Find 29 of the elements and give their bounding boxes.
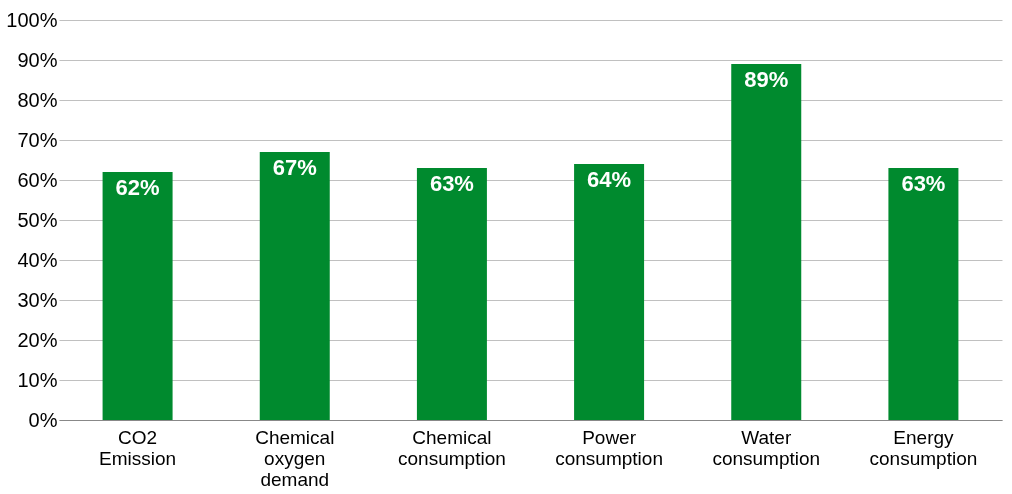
data-label: 63% <box>429 171 474 196</box>
x-tick-label: CO2 Emission <box>99 426 177 469</box>
x-tick-label: Chemical consumption <box>398 426 506 469</box>
y-tick-label: 30% <box>17 288 58 311</box>
y-tick-label: 80% <box>17 88 58 111</box>
y-tick-label: 0% <box>28 408 58 431</box>
data-label: 89% <box>744 67 789 92</box>
y-tick-label: 50% <box>17 208 58 231</box>
y-tick-label: 20% <box>17 328 58 351</box>
y-tick-label: 100% <box>6 8 58 31</box>
bar <box>416 168 487 420</box>
y-tick-label: 40% <box>17 248 58 271</box>
bar <box>888 168 959 420</box>
x-tick-label: Power consumption <box>555 426 663 469</box>
data-label: 64% <box>587 167 632 192</box>
data-label: 63% <box>901 171 946 196</box>
x-tick-label: Water consumption <box>712 426 821 469</box>
bar <box>574 164 645 420</box>
x-tick-label: Energy consumption <box>869 426 978 469</box>
x-tick-label: Chemical oxygen demand <box>255 426 335 490</box>
bar <box>102 172 173 420</box>
y-tick-label: 90% <box>17 48 58 71</box>
bar <box>731 64 802 420</box>
y-tick-label: 70% <box>17 128 58 151</box>
bar <box>259 152 330 420</box>
y-tick-label: 10% <box>17 368 58 391</box>
data-label: 62% <box>115 175 160 200</box>
y-tick-label: 60% <box>17 168 58 191</box>
data-label: 67% <box>272 155 317 180</box>
